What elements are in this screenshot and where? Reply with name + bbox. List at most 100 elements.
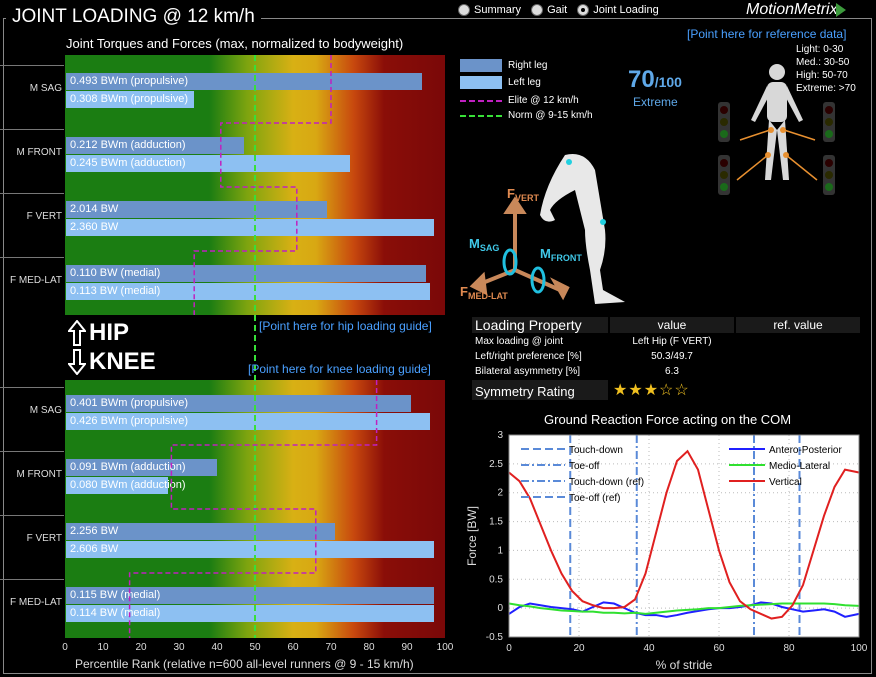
legend-label: Left leg <box>508 77 541 88</box>
x-tick-label: 40 <box>211 642 223 653</box>
x-tick-label: 60 <box>713 643 725 654</box>
arrow-down-icon <box>68 349 86 375</box>
symmetry-label: Symmetry Rating <box>472 380 608 400</box>
m-front-label: MFRONT <box>540 246 582 263</box>
loading-score: 70/100 <box>628 66 682 94</box>
row-divider <box>0 387 64 388</box>
knee-elite-line <box>128 380 378 638</box>
x-tick-label: 10 <box>97 642 109 653</box>
y-tick-label: 2 <box>497 488 503 499</box>
knee-left-bar: 0.080 BWm (adduction) <box>66 477 186 494</box>
row-divider <box>0 193 64 194</box>
row-divider <box>0 515 64 516</box>
knee-heading: KNEE <box>68 348 156 376</box>
row-divider <box>0 65 64 66</box>
x-tick-label: 20 <box>573 643 585 654</box>
radio-button-selected[interactable] <box>577 4 590 16</box>
x-tick-label: 60 <box>287 642 299 653</box>
grf-x-axis-label: % of stride <box>656 658 713 672</box>
hip-row-label: F MED-LAT <box>9 275 62 286</box>
radio-button[interactable] <box>531 4 544 16</box>
knee-row-label: M SAG <box>29 405 62 416</box>
plot-border <box>508 434 860 638</box>
table-header: value <box>610 317 734 333</box>
f-vert-label: FVERT <box>507 186 539 203</box>
row-divider <box>0 451 64 452</box>
x-tick-label: 100 <box>436 642 454 653</box>
level-scale: Light: 0-30 Med.: 30-50 High: 50-70 Extr… <box>796 43 856 95</box>
knee-left-bar: 0.114 BW (medial) <box>66 605 434 622</box>
grf-chart: -0.500.511.522.530 20 40 60 80 100% of stride… <box>465 430 868 672</box>
legend-left-leg: Left leg <box>460 76 541 89</box>
hip-row-label: M FRONT <box>16 147 62 158</box>
table-header: Loading Property <box>472 317 608 333</box>
row-divider <box>0 257 64 258</box>
radio-gait[interactable]: Gait <box>531 4 567 16</box>
legend-label: Right leg <box>508 60 548 71</box>
series-line-antero-posterior <box>508 601 860 618</box>
legend-swatch <box>460 99 502 102</box>
x-tick-label: 100 <box>851 643 868 654</box>
x-tick-label: 20 <box>135 642 147 653</box>
table-cell: Left/right preference [%] <box>475 351 582 362</box>
y-tick-label: 0.5 <box>489 574 503 585</box>
hip-right-bar: 0.212 BWm (adduction) <box>66 137 244 154</box>
score-value: 70 <box>628 66 655 93</box>
radio-label: Summary <box>474 4 522 16</box>
row-divider <box>0 129 64 130</box>
table-cell <box>736 365 860 378</box>
score-max: /100 <box>654 74 682 90</box>
knee-right-bar: 2.256 BW <box>66 523 335 540</box>
knee-guide-link[interactable]: [Point here for knee loading guide] <box>248 362 431 376</box>
table-row: Max loading @ joint Left Hip (F VERT) <box>472 335 860 348</box>
reference-data-link[interactable]: [Point here for reference data] <box>687 27 847 41</box>
radio-joint-loading[interactable]: Joint Loading <box>577 4 659 16</box>
legend-label: Medio-Lateral <box>769 461 830 472</box>
star-icon: ★★★☆☆ <box>613 382 690 399</box>
hip-row-label: M SAG <box>29 83 62 94</box>
rotation-arrows <box>502 248 546 294</box>
table-cell <box>736 335 860 348</box>
knee-marker <box>600 219 606 225</box>
radio-label: Gait <box>547 4 568 16</box>
knee-row-label: M FRONT <box>16 469 62 480</box>
hip-heading: HIP <box>68 319 129 347</box>
score-level: Extreme <box>633 95 678 109</box>
body-figure <box>718 64 835 195</box>
hip-right-bar: 2.014 BW <box>66 201 328 218</box>
logo-arrow-icon <box>835 2 846 17</box>
table-cell: Bilateral asymmetry [%] <box>475 366 581 377</box>
x-tick-label: 50 <box>249 642 261 653</box>
legend-swatch <box>460 76 502 89</box>
legend-swatch <box>460 59 502 72</box>
y-tick-label: 2.5 <box>489 459 503 470</box>
legend-label: Elite @ 12 km/h <box>508 95 579 106</box>
radio-summary[interactable]: Summary <box>458 4 521 16</box>
table-header: ref. value <box>736 317 860 333</box>
legend-label: Toe-off (ref) <box>569 493 621 504</box>
legend-norm: Norm @ 9-15 km/h <box>460 110 593 121</box>
knee-right-bar: 0.091 BWm (adduction) <box>66 459 217 476</box>
table-cell: 50.3/49.7 <box>651 351 693 362</box>
load-arrows <box>736 129 818 181</box>
level-high: High: 50-70 <box>796 70 848 81</box>
leg-illustration-icon <box>540 154 625 304</box>
symmetry-stars: ★★★☆☆ <box>610 380 734 400</box>
legend-label: Touch-down <box>569 445 623 456</box>
level-light: Light: 0-30 <box>796 44 844 55</box>
knee-right-bar: 0.401 BWm (propulsive) <box>66 395 411 412</box>
table-cell: Max loading @ joint <box>475 336 563 347</box>
y-tick-label: -0.5 <box>486 632 504 643</box>
hip-left-bar: 0.308 BWm (propulsive) <box>66 91 195 108</box>
hip-guide-link[interactable]: [Point here for hip loading guide] <box>259 319 432 333</box>
x-tick-label: 70 <box>325 642 337 653</box>
legend-label: Touch-down (ref) <box>569 477 644 488</box>
main-frame <box>3 18 872 674</box>
hip-left-bar: 0.113 BW (medial) <box>66 283 430 300</box>
hip-left-bar: 0.245 BWm (adduction) <box>66 155 350 172</box>
x-tick-label: 0 <box>62 642 68 653</box>
m-sag-label: MSAG <box>469 236 499 253</box>
x-tick-label: 80 <box>783 643 795 654</box>
radio-button[interactable] <box>458 4 470 16</box>
row-divider <box>0 579 64 580</box>
